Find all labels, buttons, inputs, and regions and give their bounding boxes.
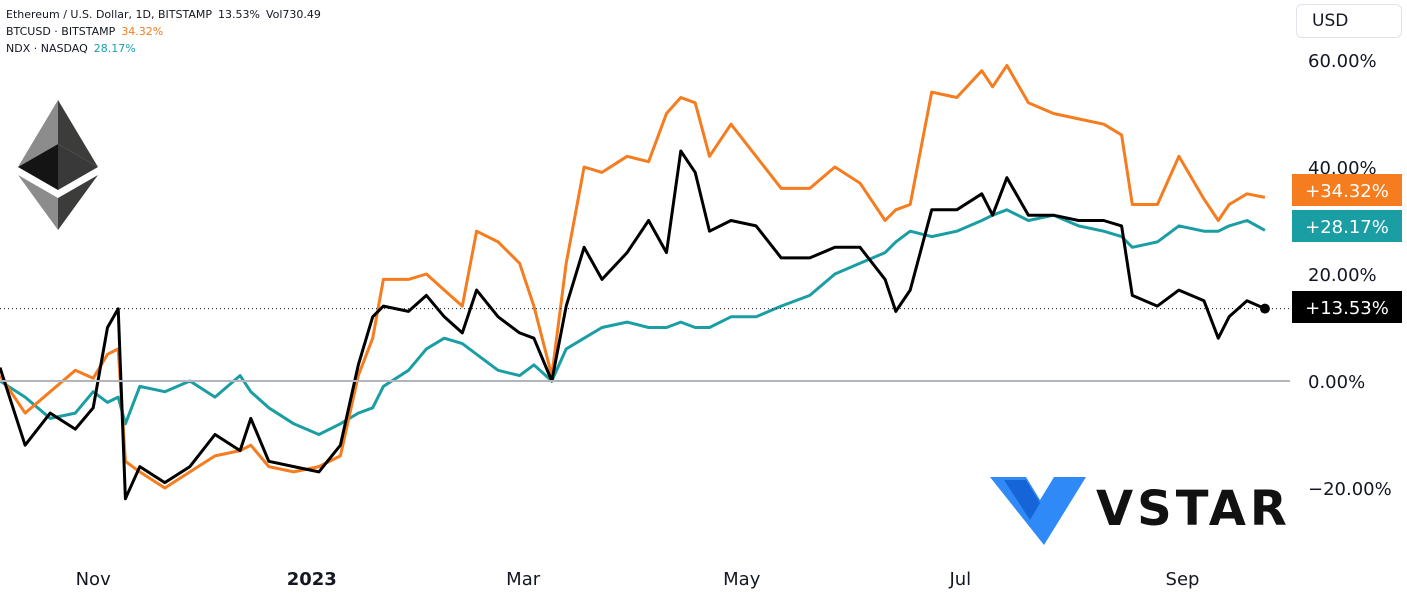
brand-name: VSTAR bbox=[1096, 481, 1291, 537]
last-value-label-btcusd: +34.32% bbox=[1305, 181, 1389, 202]
last-value-badge-ndx bbox=[1292, 210, 1402, 242]
legend-eth-label: Ethereum / U.S. Dollar, 1D, BITSTAMP bbox=[6, 8, 212, 21]
y-tick-label: 60.00% bbox=[1308, 51, 1377, 72]
series-line-ethusd[interactable] bbox=[0, 149, 1266, 501]
vstar-logo: VSTAR bbox=[990, 477, 1291, 545]
x-tick-label: Nov bbox=[76, 569, 111, 590]
last-value-badge-btcusd bbox=[1292, 174, 1402, 206]
chart-legend: Ethereum / U.S. Dollar, 1D, BITSTAMP 13.5… bbox=[6, 6, 321, 57]
ethereum-logo-icon bbox=[18, 100, 98, 230]
legend-btc[interactable]: BTCUSD · BITSTAMP 34.32% bbox=[6, 23, 321, 40]
x-tick-label: Mar bbox=[506, 569, 541, 590]
legend-btc-label: BTCUSD · BITSTAMP bbox=[6, 25, 116, 38]
last-value-badge-ethusd bbox=[1292, 291, 1402, 323]
y-tick-label: 40.00% bbox=[1308, 158, 1377, 179]
series-line-btcusd[interactable] bbox=[0, 63, 1266, 490]
y-tick-label: 0.00% bbox=[1308, 372, 1365, 393]
legend-ndx-label: NDX · NASDAQ bbox=[6, 42, 88, 55]
legend-eth-value: 13.53% bbox=[218, 8, 260, 21]
legend-btc-value: 34.32% bbox=[121, 25, 164, 38]
x-tick-label: May bbox=[723, 569, 761, 590]
last-value-label-ndx: +28.17% bbox=[1305, 217, 1389, 238]
legend-ndx[interactable]: NDX · NASDAQ 28.17% bbox=[6, 40, 321, 57]
y-tick-label: −20.00% bbox=[1308, 479, 1392, 500]
legend-eth[interactable]: Ethereum / U.S. Dollar, 1D, BITSTAMP 13.5… bbox=[6, 6, 321, 23]
x-tick-label: Jul bbox=[948, 569, 971, 590]
x-tick-label: Sep bbox=[1166, 569, 1200, 590]
last-value-label-ethusd: +13.53% bbox=[1305, 298, 1389, 319]
vstar-mark-icon bbox=[990, 477, 1086, 545]
currency-button[interactable]: USD bbox=[1296, 4, 1402, 38]
legend-ndx-value: 28.17% bbox=[93, 42, 136, 55]
y-tick-label: 20.00% bbox=[1308, 265, 1377, 286]
x-tick-label: 2023 bbox=[287, 569, 337, 590]
legend-eth-volume: Vol730.49 bbox=[265, 8, 321, 21]
